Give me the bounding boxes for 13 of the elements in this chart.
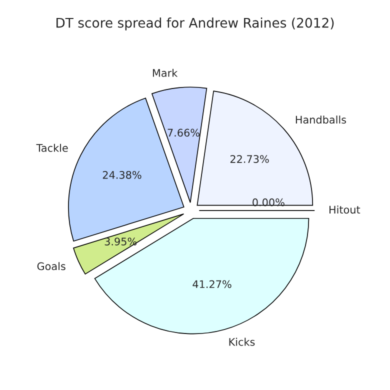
chart-title: DT score spread for Andrew Raines (2012) bbox=[56, 18, 334, 30]
slice-label: Kicks bbox=[229, 338, 255, 346]
slice-label: Mark bbox=[152, 68, 178, 77]
data-label: 22.73% bbox=[230, 155, 269, 163]
slice-label: Goals bbox=[37, 262, 66, 270]
data-label: 24.38% bbox=[102, 170, 142, 179]
data-label: 41.27% bbox=[192, 280, 232, 288]
category-label: Hitout bbox=[329, 206, 360, 214]
slice-label: Tackle bbox=[36, 144, 68, 152]
data-label: 3.95% bbox=[104, 238, 137, 246]
text: 0.00% bbox=[252, 198, 284, 206]
slice-label: Handballs bbox=[296, 116, 346, 124]
data-label: 7.66% bbox=[168, 128, 200, 137]
